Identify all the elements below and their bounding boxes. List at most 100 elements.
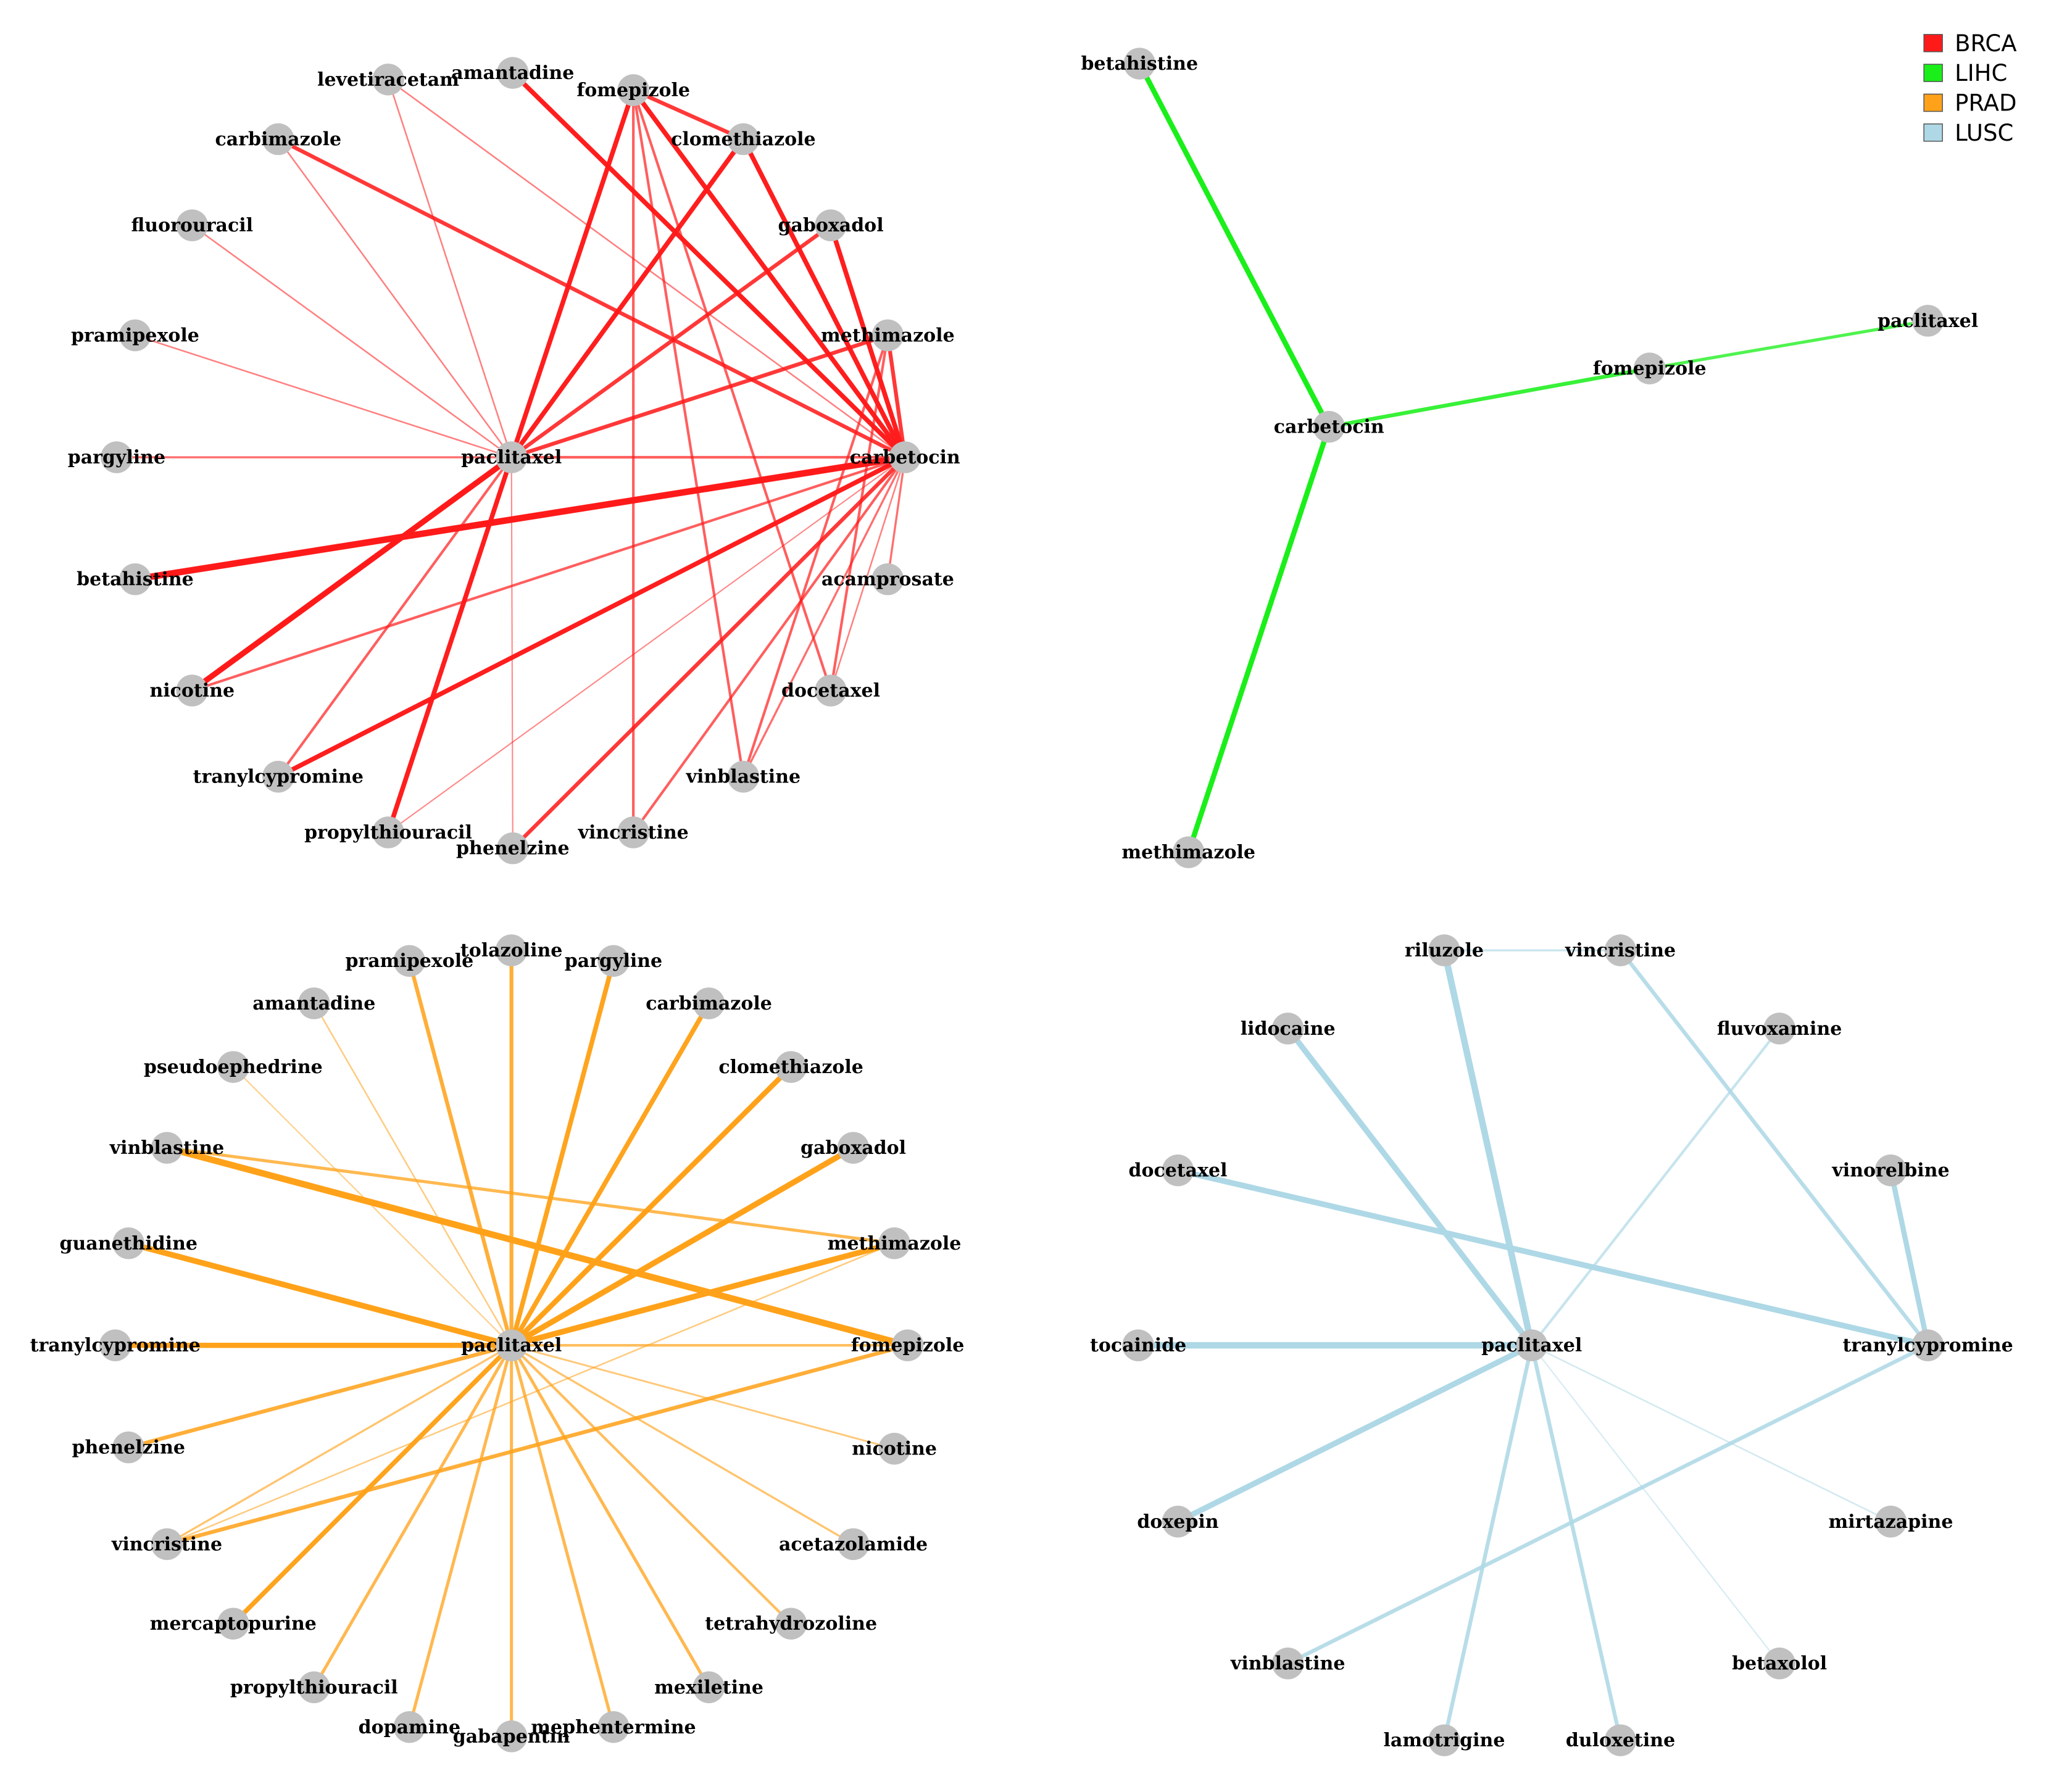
node-betaxolol [1763, 1647, 1795, 1680]
node-gaboxadol [837, 1132, 870, 1164]
node-label-betaxolol: betaxolol [1732, 1653, 1827, 1675]
node-propylthiouracil [298, 1671, 330, 1704]
edge-riluzole-paclitaxel [1441, 947, 1535, 1349]
node-label-lidocaine: lidocaine [1241, 1018, 1336, 1040]
edge-vincristine-methimazole [166, 1242, 896, 1545]
node-mephentermine [597, 1711, 630, 1743]
node-label-pargyline: pargyline [565, 950, 662, 972]
node-label-betahistine: betahistine [77, 569, 194, 591]
node-label-vincristine: vincristine [578, 822, 689, 844]
node-tranylcypromine [99, 1329, 131, 1361]
node-label-mercaptopurine: mercaptopurine [150, 1613, 317, 1635]
node-label-pseudoephedrine: pseudoephedrine [144, 1056, 323, 1078]
node-label-paclitaxel: paclitaxel [1481, 1335, 1582, 1356]
node-label-methimazole: methimazole [828, 1233, 962, 1255]
node-vinblastine [151, 1132, 183, 1164]
node-methimazole [871, 319, 904, 352]
edge-fomepizole-docetaxel [632, 88, 833, 692]
edge-betahistine-carbetocin [131, 454, 909, 583]
node-pseudoephedrine [217, 1051, 249, 1083]
node-betahistine [119, 563, 151, 595]
edge-docetaxel-tranylcypromine [1175, 1168, 1931, 1348]
edge-mephentermine-paclitaxel [510, 1343, 615, 1729]
edge-clomethiazole-paclitaxel [509, 1064, 794, 1348]
node-label-methimazole: methimazole [821, 325, 955, 346]
node-paclitaxel [495, 441, 528, 473]
node-label-carbimazole: carbimazole [215, 129, 342, 151]
edge-vincristine-paclitaxel [165, 1344, 513, 1546]
edge-lidocaine-paclitaxel [1285, 1026, 1535, 1348]
node-betahistine [1123, 48, 1156, 80]
node-label-pramipexole: pramipexole [345, 950, 473, 972]
node-doxepin [1162, 1506, 1194, 1538]
node-acetazolamide [837, 1528, 870, 1561]
edge-dopamine-paclitaxel [407, 1343, 514, 1729]
edge-vinblastine-methimazole [165, 1146, 896, 1245]
edge-clomethiazole-carbetocin [741, 136, 908, 460]
node-label-carbetocin: carbetocin [850, 447, 960, 468]
node-levetiracetam [372, 64, 404, 96]
node-fomepizole [1633, 352, 1666, 384]
node-fomepizole [891, 1329, 924, 1361]
node-vinblastine [1271, 1647, 1304, 1680]
node-label-vincristine: vincristine [1565, 940, 1676, 961]
edge-vincristine-carbetocin [632, 455, 907, 834]
node-label-vincristine: vincristine [111, 1533, 222, 1555]
edge-pseudoephedrine-paclitaxel [232, 1066, 512, 1346]
node-label-fomepizole: fomepizole [576, 80, 690, 101]
node-label-propylthiouracil: propylthiouracil [230, 1677, 398, 1698]
node-label-doxepin: doxepin [1137, 1511, 1218, 1533]
node-clomethiazole [775, 1051, 807, 1083]
node-propylthiouracil [372, 816, 404, 848]
node-label-pargyline: pargyline [68, 447, 165, 468]
node-tetrahydrozoline [775, 1607, 807, 1640]
edge-fluvoxamine-paclitaxel [1530, 1027, 1781, 1347]
edge-mexiletine-paclitaxel [510, 1343, 711, 1689]
node-guanethidine [112, 1227, 145, 1259]
legend-label-prad: PRAD [1955, 90, 2016, 117]
node-carbimazole [692, 987, 725, 1019]
node-label-mexiletine: mexiletine [654, 1677, 763, 1698]
edge-guanethidine-paclitaxel [125, 1240, 515, 1348]
node-label-docetaxel: docetaxel [781, 680, 880, 702]
node-pramipexole [393, 945, 426, 977]
node-label-riluzole: riluzole [1405, 940, 1484, 961]
node-vincristine [617, 816, 649, 848]
node-label-dopamine: dopamine [359, 1717, 460, 1738]
edge-tranylcypromine-paclitaxel [277, 455, 513, 778]
edge-acamprosate-carbetocin [886, 456, 906, 581]
edge-betahistine-carbetocin [1137, 60, 1332, 429]
node-phenelzine [112, 1431, 145, 1464]
node-label-tranylcypromine: tranylcypromine [193, 766, 364, 788]
edge-methimazole-paclitaxel [509, 1240, 897, 1348]
node-label-methimazole: methimazole [1121, 842, 1255, 863]
node-label-phenelzine: phenelzine [72, 1437, 185, 1459]
node-label-clomethiazole: clomethiazole [718, 1056, 863, 1078]
node-label-clomethiazole: clomethiazole [671, 129, 816, 151]
node-label-vinblastine: vinblastine [1230, 1653, 1345, 1675]
edge-vinorelbine-tranylcypromine [1888, 1168, 1931, 1348]
node-docetaxel [815, 674, 847, 707]
node-fluvoxamine [1763, 1013, 1795, 1045]
lusc-network-panel: riluzole vincristine lidocaine fluvoxamine d… [1090, 934, 2013, 1756]
edge-carbimazole-carbetocin [276, 137, 907, 460]
edge-lamotrigine-paclitaxel [1442, 1343, 1534, 1743]
node-label-tetrahydrozoline: tetrahydrozoline [705, 1613, 877, 1635]
node-label-fomepizole: fomepizole [1593, 358, 1707, 380]
edge-amantadine-paclitaxel [313, 1002, 512, 1346]
node-nicotine [878, 1432, 910, 1465]
edge-duloxetine-paclitaxel [1529, 1343, 1623, 1743]
node-clomethiazole [727, 123, 760, 156]
edge-tranylcypromine-vinblastine [1286, 1343, 1930, 1665]
node-methimazole [878, 1227, 910, 1259]
edge-levetiracetam-carbetocin [387, 78, 906, 458]
edge-propylthiouracil-paclitaxel [386, 455, 514, 835]
node-label-vinblastine: vinblastine [686, 766, 801, 788]
node-label-fomepizole: fomepizole [851, 1335, 965, 1356]
edge-methimazole-carbetocin [886, 333, 907, 460]
node-label-gaboxadol: gaboxadol [778, 215, 883, 236]
node-vinblastine [727, 760, 760, 793]
node-label-mirtazapine: mirtazapine [1828, 1511, 1953, 1533]
node-label-pramipexole: pramipexole [71, 325, 199, 346]
node-label-phenelzine: phenelzine [456, 838, 570, 860]
